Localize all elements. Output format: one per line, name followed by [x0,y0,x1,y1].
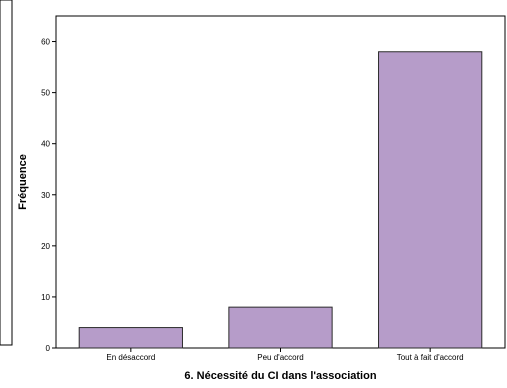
y-tick-label: 50 [41,89,50,98]
y-tick-label: 60 [41,38,50,47]
y-tick-label: 40 [41,140,50,149]
x-tick-label: Tout à fait d'accord [397,353,464,362]
x-axis: En désaccord Peu d'accord Tout à fait d'ac… [106,348,464,362]
bars-layer [78,51,483,349]
y-axis-label: Fréquence [17,154,29,210]
y-tick-label: 10 [41,293,50,302]
bar [78,327,183,349]
x-tick-label: Peu d'accord [257,353,303,362]
y-tick-label: 0 [46,344,51,353]
x-axis-label: 6. Nécessité du CI dans l'association [184,370,376,382]
x-tick-label: En désaccord [106,353,155,362]
outer-frame-fragment [0,0,13,346]
y-axis: 0 10 20 30 40 50 60 [41,38,56,353]
y-tick-label: 20 [41,242,50,251]
y-tick-label: 30 [41,191,50,200]
bar [378,51,483,349]
bar [228,306,333,349]
